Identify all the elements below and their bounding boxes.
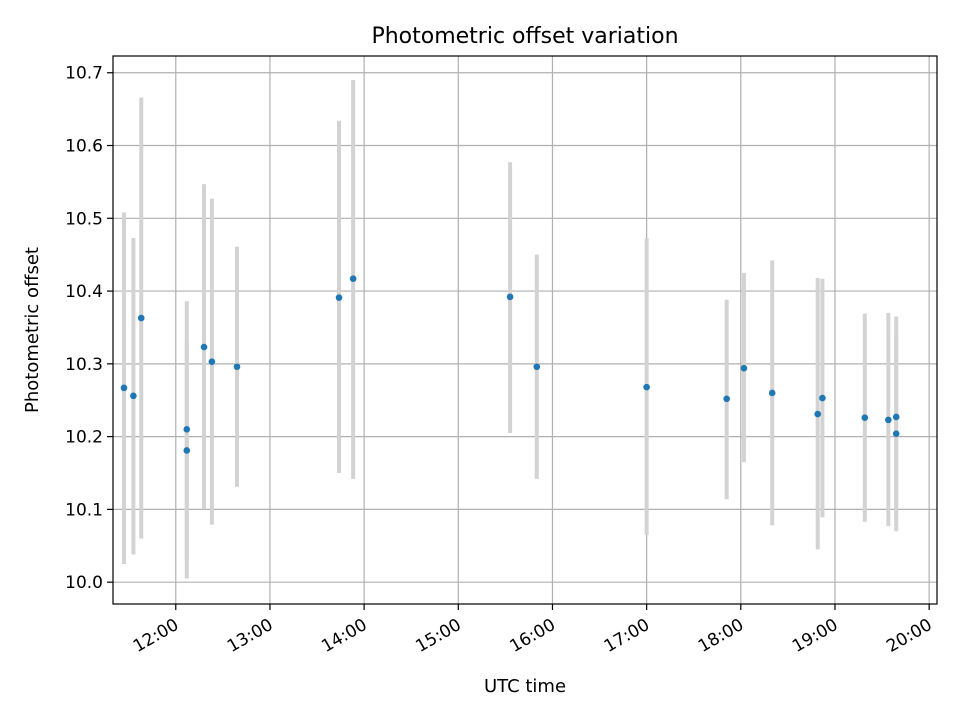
- error-bars: [121, 80, 899, 579]
- y-tick-label: 10.2: [65, 428, 103, 448]
- data-point: [349, 275, 357, 282]
- x-tick-label: 16:00: [507, 615, 559, 657]
- data-point: [137, 314, 145, 322]
- x-tick-label: 15:00: [412, 615, 464, 657]
- data-point: [723, 395, 730, 403]
- y-tick-label: 10.3: [65, 355, 103, 375]
- y-tick-label: 10.5: [65, 209, 103, 229]
- x-axis-ticks: 12:00 13:00 14:00 15:00 16:00 17:00 18:00 19:00…: [130, 604, 936, 657]
- data-point: [200, 343, 208, 351]
- y-tick-label: 10.1: [65, 500, 103, 520]
- data-point: [208, 358, 216, 365]
- data-point: [814, 410, 822, 418]
- data-point: [533, 363, 541, 371]
- data-point: [643, 383, 650, 391]
- y-tick-label: 10.4: [65, 282, 103, 302]
- y-tick-label: 10.0: [65, 573, 103, 593]
- x-tick-label: 18:00: [695, 615, 747, 657]
- x-tick-label: 12:00: [130, 615, 182, 657]
- data-point: [183, 447, 191, 454]
- data-point: [183, 426, 191, 433]
- data-point: [861, 414, 869, 421]
- data-point: [819, 394, 826, 402]
- y-tick-label: 10.7: [65, 64, 103, 84]
- y-tick-label: 10.6: [65, 137, 103, 157]
- data-point: [892, 413, 900, 421]
- x-axis-label: UTC time: [484, 676, 566, 697]
- data-point: [120, 384, 128, 392]
- x-tick-label: 19:00: [789, 615, 841, 657]
- y-axis-label: Photometric offset: [22, 247, 43, 413]
- x-tick-label: 13:00: [224, 615, 276, 657]
- chart-title: Photometric offset variation: [371, 24, 678, 49]
- x-tick-label: 17:00: [601, 615, 653, 657]
- data-point: [892, 430, 900, 438]
- data-point: [506, 293, 514, 301]
- data-point: [768, 389, 776, 397]
- data-points: [120, 275, 900, 454]
- data-point: [740, 364, 748, 372]
- x-tick-label: 14:00: [318, 615, 370, 657]
- y-axis-ticks: 10.0 10.1 10.2 10.3 10.4 10.5 10.6 10.7: [65, 64, 113, 593]
- data-point: [885, 416, 892, 424]
- data-point: [130, 392, 137, 400]
- data-point: [335, 294, 343, 301]
- data-point: [233, 363, 241, 371]
- plot-frame: [112, 55, 938, 605]
- x-tick-label: 20:00: [883, 615, 935, 657]
